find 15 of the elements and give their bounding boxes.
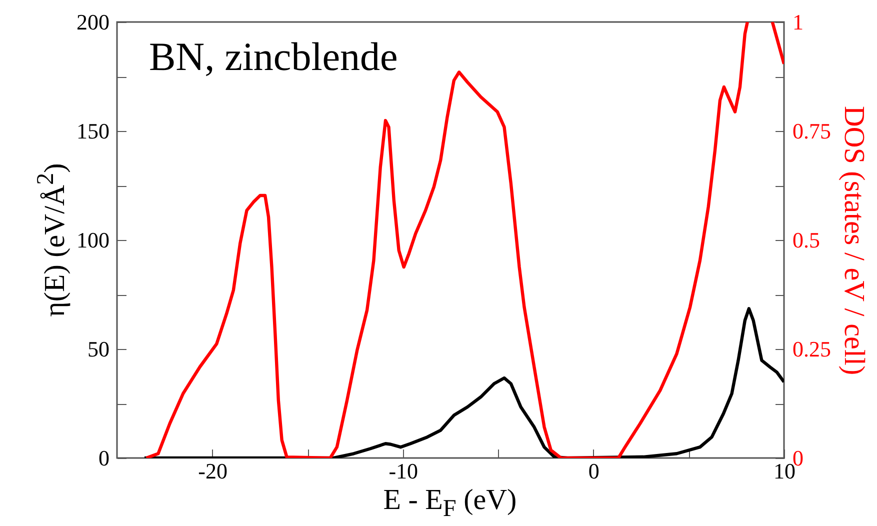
line-series bbox=[142, 307, 784, 458]
y2-axis-title: DOS (states / eV / cell) bbox=[838, 106, 870, 376]
y-tick-label: 50 bbox=[88, 336, 110, 362]
y-tick-label: 200 bbox=[76, 10, 110, 34]
y2-tick-label: 0.75 bbox=[792, 118, 831, 144]
x-tick-label: -10 bbox=[388, 458, 418, 484]
y-tick-label: 100 bbox=[76, 228, 110, 252]
x-tick-label: 0 bbox=[588, 458, 600, 484]
y-tick-label: 150 bbox=[76, 118, 110, 144]
x-tick-label: -20 bbox=[198, 458, 228, 484]
y2-tick-label: 1 bbox=[792, 10, 804, 34]
y2-tick-label: 0.25 bbox=[792, 336, 831, 362]
y2-tick-label: 0.5 bbox=[792, 228, 820, 252]
annotation: BN, zincblende bbox=[149, 34, 398, 79]
x-axis-title: E - E$_{F}$ (eV) bbox=[383, 484, 517, 523]
